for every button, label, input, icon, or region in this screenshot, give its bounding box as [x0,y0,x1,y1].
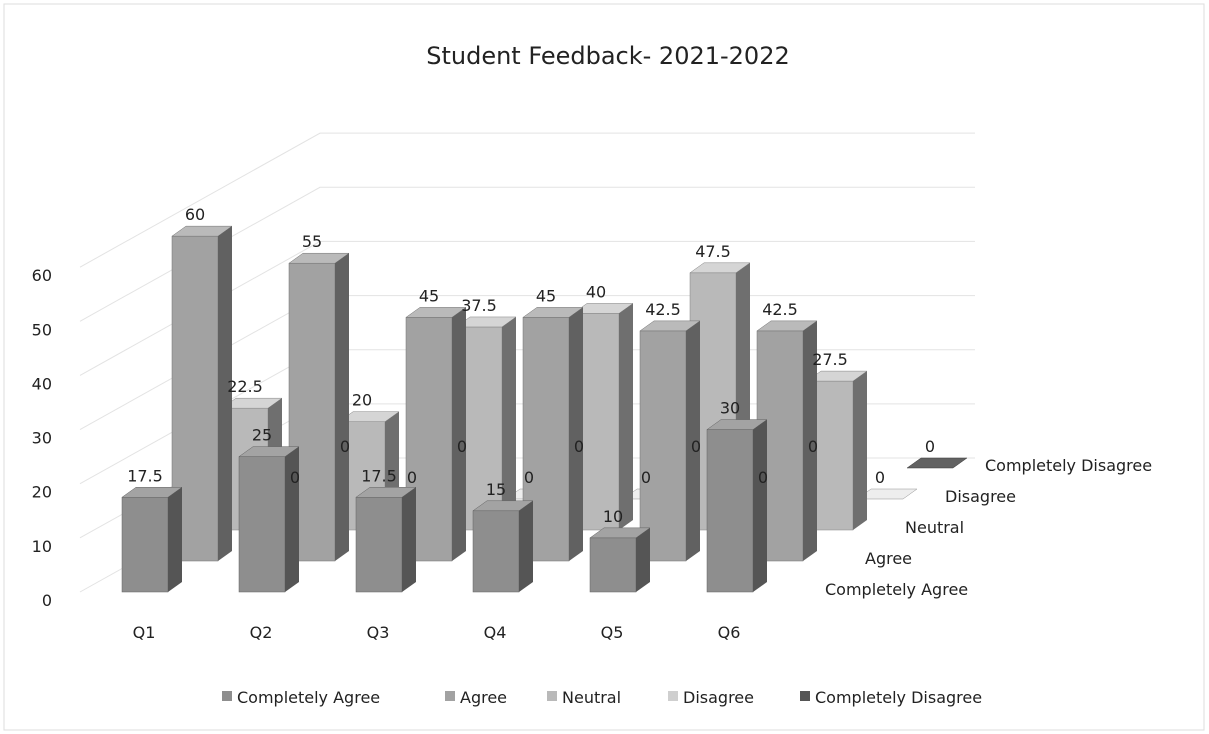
grid-line [79,132,975,268]
value-label: 60 [185,205,205,224]
bar-side [519,500,533,592]
legend-label: Neutral [562,688,621,707]
x-tick-label: Q6 [718,623,741,642]
row-label: Completely Disagree [985,456,1152,475]
y-tick-label: 10 [32,537,52,556]
bar-side [853,371,867,530]
y-tick-label: 40 [32,374,52,393]
y-tick-label: 50 [32,320,52,339]
value-label: 10 [603,507,623,526]
legend-label: Disagree [683,688,754,707]
value-label: 0 [808,437,818,456]
x-tick-label: Q3 [367,623,390,642]
value-label: 20 [352,391,372,410]
value-label: 0 [925,437,935,456]
value-label: 42.5 [645,300,681,319]
legend-label: Completely Disagree [815,688,982,707]
value-label: 27.5 [812,350,848,369]
value-label: 0 [290,468,300,487]
legend-swatch [445,691,455,701]
value-label: 0 [457,437,467,456]
grid-line [79,186,975,322]
value-label: 0 [340,437,350,456]
legend-label: Agree [460,688,507,707]
bar-side [619,303,633,530]
bar [355,497,403,593]
value-label: 0 [691,437,701,456]
value-label: 0 [407,468,417,487]
y-tick-label: 0 [42,591,52,610]
value-label: 55 [302,232,322,251]
x-tick-label: Q2 [250,623,273,642]
value-label: 0 [758,468,768,487]
y-tick-label: 30 [32,429,52,448]
value-label: 45 [536,286,556,305]
bar-side [402,487,416,592]
bar-side [753,419,767,592]
grid-line [79,240,975,376]
x-tick-label: Q4 [484,623,507,642]
bar-side [686,320,700,561]
x-tick-label: Q1 [133,623,156,642]
bar-side [502,316,516,530]
bar [121,497,169,593]
bar-side [803,320,817,561]
y-tick-label: 20 [32,483,52,502]
bar-side [636,527,650,592]
bar-side [335,253,349,561]
value-label: 17.5 [361,466,397,485]
bar-side [218,226,232,561]
bar-side [168,487,182,592]
legend-swatch [547,691,557,701]
value-label: 0 [524,468,534,487]
bar-side [285,446,299,592]
y-tick-label: 60 [32,266,52,285]
bar-side [569,307,583,561]
legend-swatch [800,691,810,701]
chart-title: Student Feedback- 2021-2022 [426,42,790,70]
value-label: 37.5 [461,296,497,315]
value-label: 25 [252,426,272,445]
x-tick-label: Q5 [601,623,624,642]
value-label: 15 [486,480,506,499]
value-label: 17.5 [127,466,163,485]
row-label: Disagree [945,487,1016,506]
row-label: Completely Agree [825,580,968,599]
row-label: Neutral [905,518,964,537]
legend-swatch [222,691,232,701]
bar [706,429,754,593]
value-label: 42.5 [762,300,798,319]
bar [238,456,286,593]
value-label: 0 [574,437,584,456]
value-label: 22.5 [227,377,263,396]
bar [639,330,687,562]
value-label: 45 [419,286,439,305]
legend-label: Completely Agree [237,688,380,707]
row-label: Agree [865,549,912,568]
value-label: 30 [720,399,740,418]
bar [472,510,520,593]
legend-swatch [668,691,678,701]
bar-side [452,307,466,561]
value-label: 0 [641,468,651,487]
value-label: 0 [875,468,885,487]
value-label: 47.5 [695,242,731,261]
bar [589,537,637,593]
value-label: 40 [586,282,606,301]
